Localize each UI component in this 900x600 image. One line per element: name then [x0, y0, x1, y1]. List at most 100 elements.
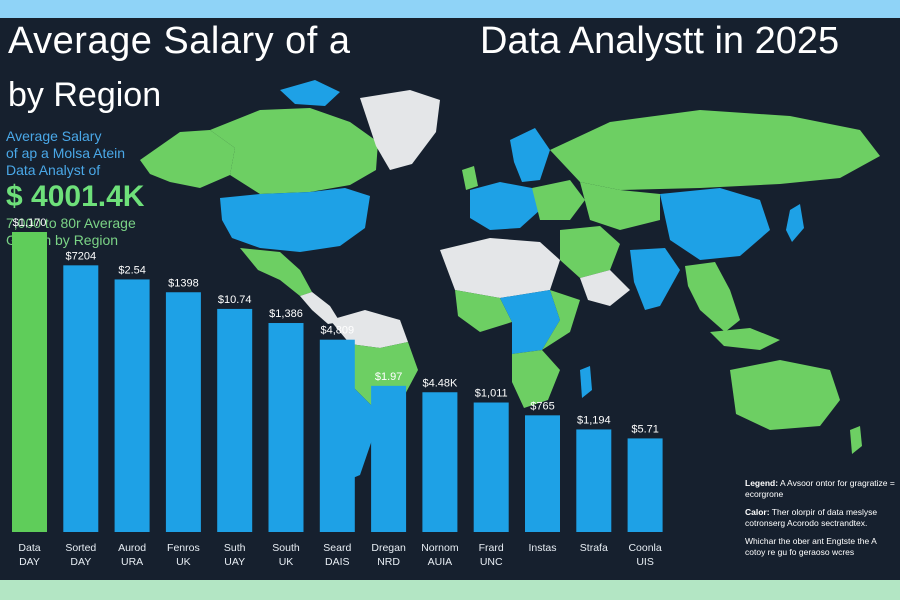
category-label-1-line-0: Sorted	[65, 542, 96, 554]
map-region-southern-africa	[512, 350, 560, 408]
map-region-arabia	[580, 270, 630, 306]
map-region-new-zealand	[850, 426, 862, 454]
category-label-2-line-1: URA	[121, 556, 143, 568]
legend-item-1-label: Legend:	[745, 478, 779, 488]
legend-item-2-label: Calor:	[745, 507, 770, 517]
bar-value-label-2: $2.54	[118, 264, 146, 276]
category-label-2-line-0: Aurod	[118, 542, 146, 554]
map-region-china	[660, 188, 770, 260]
bar-6	[319, 339, 355, 532]
category-label-4-line-1: UAY	[224, 556, 245, 568]
map-region-central-america	[300, 292, 340, 324]
bar-8	[422, 392, 458, 532]
category-label-8-line-0: Nornom	[421, 542, 459, 554]
map-region-scandinavia	[510, 128, 550, 182]
bar-value-label-5: $1,386	[269, 308, 303, 320]
category-label-8-line-1: AUIA	[428, 556, 453, 568]
bar-9	[473, 402, 509, 532]
bar-4	[217, 308, 253, 532]
map-region-eastern-europe	[532, 180, 585, 220]
map-region-india	[630, 248, 680, 310]
category-label-5-line-0: South	[272, 542, 300, 554]
map-region-central-africa	[500, 290, 560, 354]
bar-value-label-1: $7204	[66, 250, 97, 262]
category-label-10-line-0: Instas	[528, 542, 556, 554]
map-region-south-america-north	[330, 310, 408, 348]
bar-12	[627, 438, 663, 532]
map-region-east-africa	[542, 290, 580, 350]
category-label-7-line-0: Dregan	[371, 542, 406, 554]
bottom-band	[0, 580, 900, 600]
category-label-12-line-1: UIS	[636, 556, 654, 568]
chart-title-line2: by Region	[8, 76, 162, 114]
category-label-11-line-0: Strafa	[580, 542, 608, 554]
bar-value-label-12: $5.71	[631, 423, 659, 435]
category-label-6-line-0: Seard	[323, 542, 351, 554]
summary-line-2: of ap a Molsa Atein	[6, 145, 126, 161]
bar-5	[268, 323, 304, 532]
top-band	[0, 0, 900, 18]
legend: Legend: A Avsoor ontor for gragratize = …	[745, 478, 895, 565]
category-label-12-line-0: Coonla	[628, 542, 661, 554]
legend-item-3-text: Whichar the ober ant Engtste the A cotoy…	[745, 536, 877, 557]
category-label-4-line-0: Suth	[224, 542, 246, 554]
legend-item-2-text: Ther olorpir of data meslyse cotronserg …	[745, 507, 878, 528]
category-label-3-line-1: UK	[176, 556, 191, 568]
map-region-western-europe	[470, 182, 540, 230]
legend-item-1-text: A Avsoor ontor for gragratize = ecorgron…	[745, 478, 895, 499]
bar-10	[525, 415, 560, 532]
map-region-middle-east	[560, 226, 620, 278]
map-region-arctic-islands	[280, 80, 340, 106]
bar-7	[371, 385, 407, 532]
bar-value-label-8: $4.48K	[422, 377, 458, 389]
bar-value-label-10: $765	[530, 400, 554, 412]
map-region-japan	[786, 204, 804, 242]
category-label-9-line-1: UNC	[480, 556, 503, 568]
map-region-usa	[220, 188, 370, 252]
legend-item-1: Legend: A Avsoor ontor for gragratize = …	[745, 478, 895, 500]
map-region-central-asia	[580, 182, 660, 230]
bar-2	[114, 279, 150, 532]
map-region-north-africa	[440, 238, 560, 298]
chart-title-right: Data Analystt in 2025	[480, 20, 840, 62]
bar-3	[165, 292, 201, 532]
map-region-australia	[730, 360, 840, 430]
summary-line-3: Data Analyst of	[6, 162, 101, 178]
map-region-russia	[550, 110, 880, 190]
bar-value-label-11: $1,194	[577, 414, 611, 426]
world-map	[140, 80, 880, 480]
map-region-uk	[462, 166, 478, 190]
legend-item-2: Calor: Ther olorpir of data meslyse cotr…	[745, 507, 895, 529]
category-label-7-line-1: NRD	[377, 556, 400, 568]
map-region-west-africa	[455, 290, 512, 332]
map-region-greenland	[360, 90, 440, 170]
bar-value-label-9: $1,011	[475, 388, 508, 400]
map-region-southeast-asia	[685, 262, 740, 332]
category-label-0-line-0: Data	[18, 542, 40, 554]
bar-value-label-6: $4,809	[320, 325, 354, 337]
map-region-madagascar	[580, 366, 592, 398]
map-region-canada	[210, 108, 378, 194]
bar-11	[576, 429, 612, 532]
category-label-9-line-0: Frard	[479, 542, 504, 554]
bar-1	[63, 265, 99, 532]
summary-line-1: Average Salary	[6, 128, 102, 144]
category-label-1-line-1: DAY	[70, 556, 91, 568]
bar-0	[12, 232, 47, 532]
chart-title-left: Average Salary of a	[8, 20, 351, 62]
category-label-5-line-1: UK	[279, 556, 294, 568]
category-label-3-line-0: Fenros	[167, 542, 200, 554]
bar-value-label-7: $1.97	[375, 371, 403, 383]
bar-value-label-3: $1398	[168, 277, 199, 289]
map-region-indonesia	[710, 328, 780, 350]
bar-value-label-4: $10.74	[218, 294, 252, 306]
category-label-6-line-1: DAIS	[325, 556, 350, 568]
summary-line-4: 7,000 to 80r Average	[6, 215, 136, 231]
map-region-mexico	[240, 248, 312, 296]
legend-item-3: Whichar the ober ant Engtste the A cotoy…	[745, 536, 895, 558]
map-region-alaska	[140, 130, 235, 188]
summary-big-value: $ 4001.4K	[6, 180, 145, 213]
bar-value-label-0: $1,170	[13, 217, 47, 229]
category-label-0-line-1: DAY	[19, 556, 40, 568]
